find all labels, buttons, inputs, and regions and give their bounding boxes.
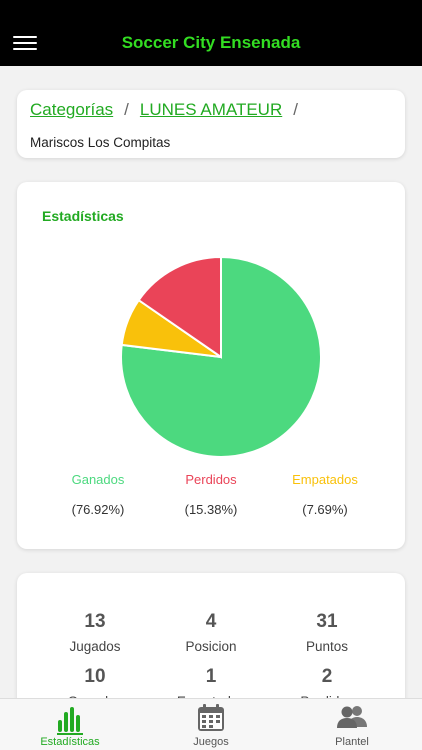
percent-perdidos: (15.38%): [184, 502, 238, 517]
app-header: Soccer City Ensenada: [0, 0, 422, 66]
summary-value: 31: [316, 611, 338, 632]
breadcrumb-categorias-link[interactable]: Categorías: [30, 100, 114, 119]
summary-value: 13: [84, 611, 106, 632]
breadcrumb-category-link[interactable]: LUNES AMATEUR: [139, 100, 283, 119]
summary-jugados: 13 Jugados: [30, 611, 160, 654]
breadcrumb: Categorías / LUNES AMATEUR /: [30, 100, 309, 120]
summary-label: Puntos: [305, 639, 349, 654]
summary-value: 1: [205, 666, 217, 687]
tab-juegos[interactable]: Juegos: [141, 699, 281, 750]
pie-chart: [120, 256, 322, 458]
people-icon: [337, 706, 367, 728]
legend-perdidos: Perdidos: [185, 472, 237, 487]
summary-puntos: 31 Puntos: [262, 611, 392, 654]
stats-card: Estadísticas Ganados Perdidos Empatados …: [17, 182, 405, 549]
legend-ganados: Ganados: [71, 472, 125, 487]
tab-plantel[interactable]: Plantel: [282, 699, 422, 750]
tab-label: Plantel: [335, 736, 369, 748]
summary-value: 10: [84, 666, 106, 687]
calendar-icon: [198, 704, 224, 731]
summary-value: 2: [321, 666, 333, 687]
breadcrumb-separator: /: [124, 100, 129, 119]
bottom-tab-bar: Estadísticas Juegos Plantel: [0, 698, 422, 750]
bar-chart-icon: [57, 707, 83, 735]
summary-label: Jugados: [69, 639, 121, 654]
app-title: Soccer City Ensenada: [121, 33, 301, 52]
breadcrumb-separator: /: [293, 100, 298, 119]
percent-ganados: (76.92%): [71, 502, 125, 517]
summary-posicion: 4 Posicion: [146, 611, 276, 654]
tab-label: Juegos: [193, 736, 229, 748]
summary-value: 4: [205, 611, 217, 632]
stats-title: Estadísticas: [42, 208, 124, 224]
percent-empatados: (7.69%): [302, 502, 348, 517]
team-name: Mariscos Los Compitas: [30, 135, 171, 150]
summary-label: Posicion: [185, 639, 237, 654]
hamburger-menu-icon[interactable]: [13, 36, 37, 52]
legend-empatados: Empatados: [292, 472, 358, 487]
pie-slice-perdidos: [137, 256, 222, 359]
tab-estadisticas[interactable]: Estadísticas: [0, 699, 140, 750]
breadcrumb-card: Categorías / LUNES AMATEUR / Mariscos Los C…: [17, 90, 405, 158]
tab-label: Estadísticas: [40, 736, 100, 748]
